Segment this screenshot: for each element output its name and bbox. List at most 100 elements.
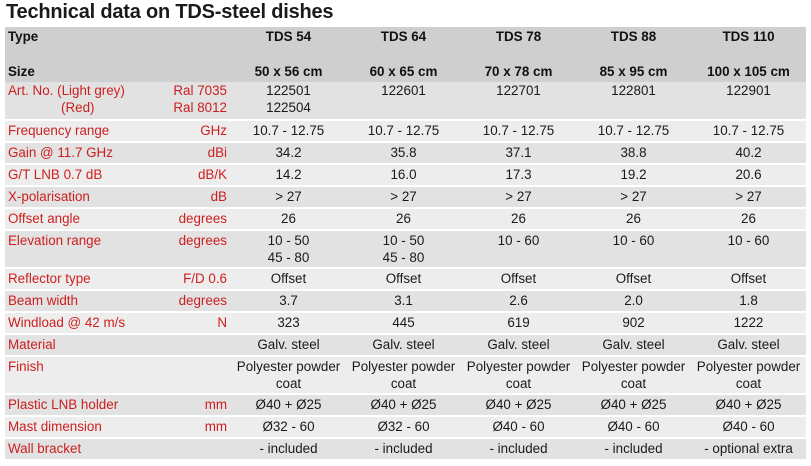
model-type: TDS 88: [576, 27, 691, 63]
header-size-row: Size 50 x 56 cm 60 x 65 cm 70 x 78 cm 85…: [5, 63, 806, 82]
cell-line: - included: [374, 441, 433, 456]
cell-value: 34.2: [231, 143, 346, 163]
cell-line: 17.3: [505, 167, 532, 182]
cell-value: 10 - 60: [691, 231, 806, 267]
cell-value: Polyester powder coat: [461, 357, 576, 393]
ral-code-light-grey: Ral 7035: [173, 83, 227, 98]
art-label-light-grey: Art. No. (Light grey): [8, 83, 125, 98]
row-separator: [5, 289, 806, 291]
cell-value: 26: [231, 209, 346, 229]
table-row: Offset angle degrees 26 26 26 26 26: [5, 209, 806, 229]
table-row: Elevation range degrees 10 - 50 45 - 80 10 -…: [5, 231, 806, 267]
row-separator: [5, 163, 806, 165]
cell-value: - included: [576, 439, 691, 459]
cell-line: - included: [489, 441, 548, 456]
cell-value: 10.7 - 12.75: [346, 121, 461, 141]
row-separator: [5, 437, 806, 439]
cell-value: Ø32 - 60: [346, 417, 461, 437]
cell-line: - included: [259, 441, 318, 456]
row-unit: GHz: [163, 121, 231, 141]
row-separator: [5, 355, 806, 357]
row-label: Frequency range: [5, 121, 163, 141]
cell-value: > 27: [691, 187, 806, 207]
art-number: 122701: [496, 83, 541, 98]
model-size: 85 x 95 cm: [576, 63, 691, 82]
model-type: TDS 78: [461, 27, 576, 63]
cell-value: 26: [346, 209, 461, 229]
row-label: Beam width: [5, 291, 163, 311]
row-separator: [5, 333, 806, 335]
row-unit: degrees: [163, 209, 231, 229]
cell-line: 35.8: [390, 145, 417, 160]
header-type-row: Type TDS 54 TDS 64 TDS 78 TDS 88 TDS 110: [5, 27, 806, 63]
row-label: Mast dimension: [5, 417, 163, 437]
art-number: 122601: [381, 83, 426, 98]
cell-line: Ø40 - 60: [607, 419, 660, 434]
cell-line: 3.7: [279, 293, 298, 308]
cell-value: 10.7 - 12.75: [691, 121, 806, 141]
row-separator: [5, 185, 806, 187]
row-unit: Ral 7035 Ral 8012: [163, 82, 231, 119]
cell-line: 14.2: [275, 167, 302, 182]
cell-value: 2.0: [576, 291, 691, 311]
cell-line: 10 - 60: [727, 233, 770, 248]
row-label: Offset angle: [5, 209, 163, 229]
cell-line: 26: [281, 211, 296, 226]
cell-value: 10 - 60: [461, 231, 576, 267]
cell-value: - included: [346, 439, 461, 459]
cell-value: Galv. steel: [691, 335, 806, 355]
row-unit: degrees: [163, 231, 231, 267]
model-type: TDS 110: [691, 27, 806, 63]
cell-line: 26: [396, 211, 411, 226]
cell-line: Offset: [270, 271, 307, 286]
cell-line: 10 - 60: [497, 233, 540, 248]
cell-value: > 27: [461, 187, 576, 207]
cell-line: 2.6: [509, 293, 528, 308]
cell-line: Polyester powder: [466, 359, 571, 374]
cell-value: Ø40 + Ø25: [691, 395, 806, 415]
cell-value: 38.8: [576, 143, 691, 163]
cell-line: 10.7 - 12.75: [252, 123, 325, 138]
size-header-label: Size: [5, 63, 163, 82]
cell-line: 10.7 - 12.75: [367, 123, 440, 138]
cell-line-2: 45 - 80: [267, 250, 310, 265]
cell-line: > 27: [620, 189, 647, 204]
cell-value: 10.7 - 12.75: [461, 121, 576, 141]
cell-line-2: coat: [390, 376, 417, 391]
art-number: 122504: [266, 100, 311, 115]
cell-line: Ø40 + Ø25: [485, 397, 552, 412]
cell-value: 40.2: [691, 143, 806, 163]
table-row: X-polarisation dB > 27 > 27 > 27 > 27 > 27: [5, 187, 806, 207]
cell-line-2: coat: [505, 376, 532, 391]
row-separator: [5, 141, 806, 143]
cell-value: Ø40 + Ø25: [346, 395, 461, 415]
cell-value: 14.2: [231, 165, 346, 185]
cell-line: Galv. steel: [602, 337, 665, 352]
cell-value: 26: [576, 209, 691, 229]
row-unit: dBi: [163, 143, 231, 163]
model-size: 60 x 65 cm: [346, 63, 461, 82]
cell-value: Polyester powder coat: [346, 357, 461, 393]
cell-value: 2.6: [461, 291, 576, 311]
cell-value: Offset: [691, 269, 806, 289]
cell-value: Galv. steel: [231, 335, 346, 355]
cell-value: Galv. steel: [461, 335, 576, 355]
cell-line: 2.0: [624, 293, 643, 308]
cell-line: 10 - 50: [382, 233, 425, 248]
row-label: Gain @ 11.7 GHz: [5, 143, 163, 163]
cell-line: 26: [511, 211, 526, 226]
cell-line: Offset: [385, 271, 422, 286]
row-separator: [5, 311, 806, 313]
cell-line: 38.8: [620, 145, 647, 160]
row-label: Wall bracket: [5, 439, 163, 459]
cell-line: Offset: [615, 271, 652, 286]
cell-value: 10.7 - 12.75: [576, 121, 691, 141]
table-row: Mast dimension mm Ø32 - 60 Ø32 - 60 Ø40 - 60…: [5, 417, 806, 437]
table-row: Finish Polyester powder coat Polyester powd…: [5, 357, 806, 393]
cell-line: Polyester powder: [696, 359, 801, 374]
cell-line-2: 45 - 80: [382, 250, 425, 265]
row-unit: [163, 335, 231, 355]
cell-value: 10 - 50 45 - 80: [346, 231, 461, 267]
cell-line-2: coat: [620, 376, 647, 391]
cell-line: Ø40 + Ø25: [255, 397, 322, 412]
